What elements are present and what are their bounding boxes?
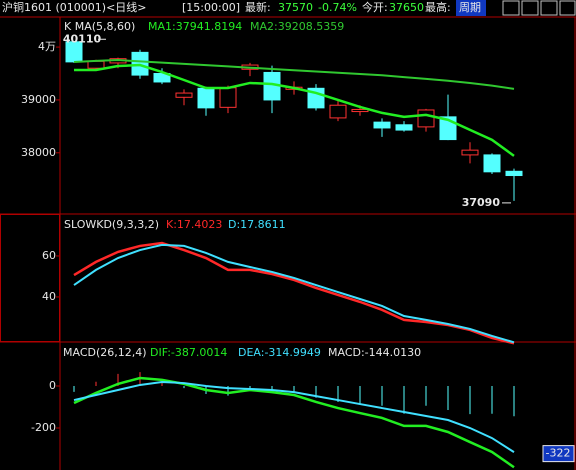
series-line — [73, 241, 515, 345]
y-tick-label: 0 — [49, 379, 56, 392]
high-annotation: 40110 — [63, 32, 102, 45]
candle-body — [131, 51, 149, 76]
candle-body — [219, 87, 237, 108]
open: 37650 — [389, 1, 424, 14]
change: -0.74% — [318, 1, 357, 14]
candle-body — [197, 87, 215, 109]
y-tick-label: 60 — [42, 249, 56, 262]
series-line — [73, 381, 515, 453]
nav-button[interactable] — [559, 0, 576, 16]
candle-body — [175, 92, 193, 98]
legend-entry: D:17.8611 — [228, 218, 286, 231]
time: [15:00:00] — [182, 1, 240, 14]
cursor-label: -322 — [546, 447, 571, 460]
panel-label: K MA(5,8,60) — [64, 20, 135, 33]
legend-entry: MACD:-144.0130 — [328, 346, 421, 359]
frame-box — [0, 214, 60, 342]
latest-label: 最新: — [245, 0, 271, 14]
cursor-box — [542, 445, 575, 463]
legend-entry: DEA:-314.9949 — [238, 346, 321, 359]
series-line — [74, 63, 515, 157]
candle-body — [153, 73, 171, 83]
instrument-title: 沪铜1601 (010001)<日线> — [2, 0, 147, 14]
period-button[interactable] — [456, 0, 486, 16]
candle-body — [395, 124, 413, 131]
legend-entry: MA2:39208.5359 — [250, 20, 344, 33]
y-tick-label: 38000 — [21, 146, 56, 159]
legend-entry: MA1:37941.8194 — [148, 20, 242, 33]
y-tick-label: -200 — [31, 421, 56, 434]
legend-entry: K:17.4023 — [166, 218, 222, 231]
series-line — [73, 376, 515, 469]
candle-body — [483, 154, 501, 173]
legend-entry: DIF:-387.0014 — [150, 346, 227, 359]
nav-button[interactable] — [521, 0, 539, 16]
candle-body — [461, 149, 479, 156]
panel-frames — [0, 16, 576, 470]
candle-body — [373, 121, 391, 129]
series-line — [73, 59, 515, 90]
panel-label: MACD(26,12,4) — [63, 346, 147, 359]
series-line — [73, 243, 515, 344]
candle-body — [329, 104, 347, 119]
period-label[interactable]: 周期 — [459, 1, 481, 14]
y-tick-label: 39000 — [21, 93, 56, 106]
panel-label: SLOWKD(9,3,3,2) — [64, 218, 159, 231]
nav-button[interactable] — [540, 0, 558, 16]
candle-body — [505, 170, 523, 177]
y-tick-label: 40 — [42, 290, 56, 303]
candle-body — [417, 109, 435, 128]
latest: 37570 — [278, 1, 313, 14]
low-annotation: 37090 — [462, 196, 501, 209]
nav-button[interactable] — [502, 0, 520, 16]
y-tick-label: 4万 — [38, 40, 56, 53]
candle-body — [351, 108, 369, 113]
open-label: 今开: — [362, 0, 388, 14]
candle-body — [87, 60, 105, 69]
high-label: 最高: — [425, 0, 451, 14]
